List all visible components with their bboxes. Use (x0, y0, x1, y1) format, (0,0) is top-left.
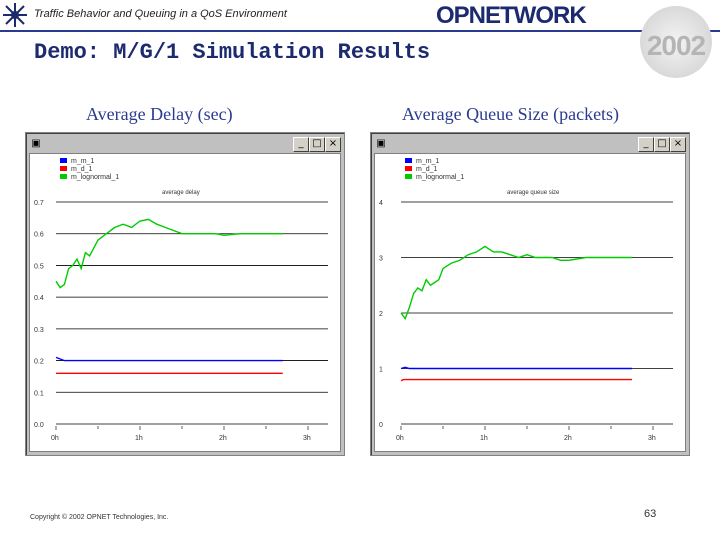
legend-label: m_m_1 (416, 158, 439, 165)
y-tick-label: 1 (379, 367, 383, 374)
series-line-m-m-1 (55, 356, 283, 362)
legend-swatch (405, 174, 412, 179)
opnetwork-logo: OPNETWORK (436, 2, 587, 29)
y-tick-label: 4 (379, 200, 383, 207)
y-tick-label: 0.3 (34, 327, 44, 334)
x-tick-label: 1h (135, 435, 143, 442)
y-tick-label: 0.7 (34, 200, 44, 207)
copyright-text: Copyright © 2002 OPNET Technologies, Inc… (30, 514, 169, 521)
header-subtitle: Traffic Behavior and Queuing in a QoS En… (34, 8, 287, 20)
y-tick-label: 0.4 (34, 295, 44, 302)
x-tick-label: 3h (303, 435, 311, 442)
slide-title: Demo: M/G/1 Simulation Results (34, 40, 431, 65)
legend-swatch (405, 158, 412, 163)
system-menu-icon[interactable]: ▣ (376, 138, 386, 149)
y-tick-label: 0.5 (34, 263, 44, 270)
y-tick-label: 0 (379, 422, 383, 429)
x-tick-label: 2h (564, 435, 572, 442)
chart-title: average delay (162, 190, 200, 196)
year-badge: 2002 (646, 30, 706, 61)
series-line-m-m-1 (400, 366, 632, 370)
slide-header: Traffic Behavior and Queuing in a QoS En… (0, 0, 720, 32)
opnet-star-icon (3, 3, 27, 27)
minimize-button[interactable]: _ (293, 137, 309, 152)
x-tick-label: 2h (219, 435, 227, 442)
y-tick-label: 0.6 (34, 232, 44, 239)
page-number: 63 (644, 508, 657, 520)
right-chart-caption: Average Queue Size (packets) (402, 104, 620, 124)
x-tick-label: 1h (480, 435, 488, 442)
series-line-m-lognormal-1 (400, 245, 632, 321)
legend-label: m_m_1 (71, 158, 94, 165)
x-tick-label: 0h (396, 435, 404, 442)
close-button[interactable]: × (325, 137, 341, 152)
maximize-button[interactable]: □ (309, 137, 325, 152)
legend-swatch (60, 166, 67, 171)
window-titlebar[interactable]: ▣ _ □ × (374, 136, 686, 152)
legend-swatch (60, 174, 67, 179)
y-tick-label: 3 (379, 256, 383, 263)
legend-label: m_d_1 (71, 166, 93, 173)
legend-swatch (405, 166, 412, 171)
system-menu-icon[interactable]: ▣ (31, 138, 41, 149)
y-tick-label: 2 (379, 311, 383, 318)
series-line-m-lognormal-1 (55, 218, 283, 289)
legend-swatch (60, 158, 67, 163)
minimize-button[interactable]: _ (638, 137, 654, 152)
window-titlebar[interactable]: ▣ _ □ × (29, 136, 341, 152)
legend-label: m_d_1 (416, 166, 438, 173)
x-tick-label: 0h (51, 435, 59, 442)
y-tick-label: 0.0 (34, 422, 44, 429)
y-tick-label: 0.1 (34, 390, 44, 397)
chart-title: average queue size (507, 190, 560, 196)
legend-label: m_lognormal_1 (71, 174, 119, 181)
series-line-m-d-1 (400, 378, 632, 382)
year-badge-icon (640, 6, 712, 78)
y-tick-label: 0.2 (34, 359, 44, 366)
close-button[interactable]: × (670, 137, 686, 152)
legend-label: m_lognormal_1 (416, 174, 464, 181)
left-chart-caption: Average Delay (sec) (86, 104, 233, 124)
x-tick-label: 3h (648, 435, 656, 442)
maximize-button[interactable]: □ (654, 137, 670, 152)
